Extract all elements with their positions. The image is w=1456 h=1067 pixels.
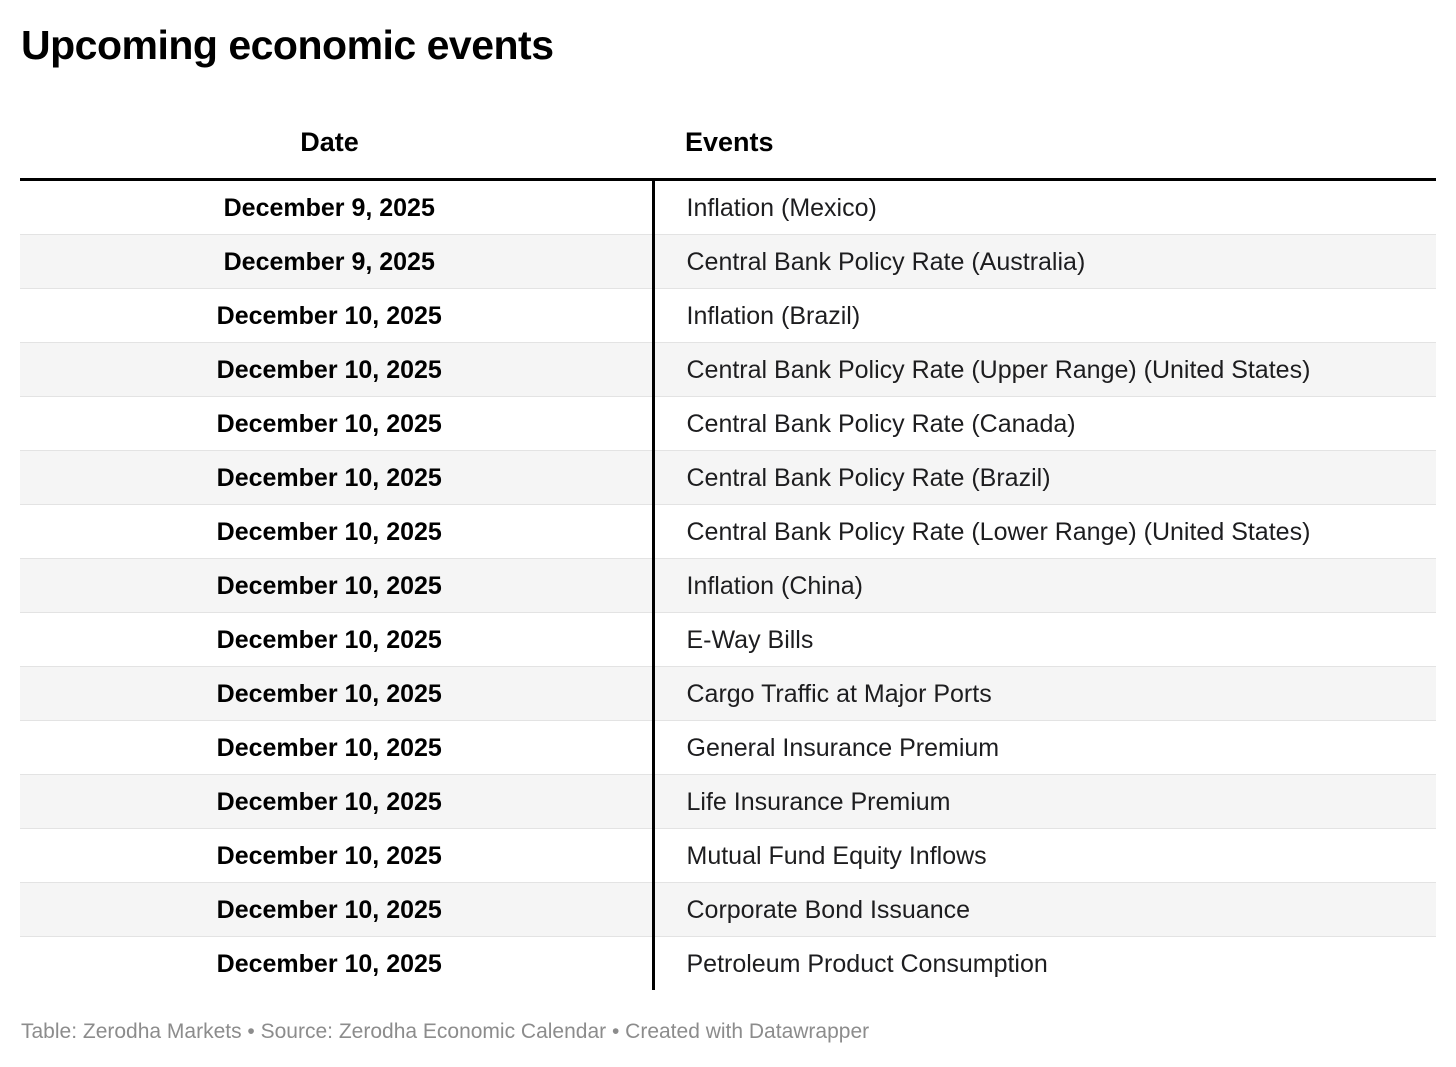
date-cell: December 10, 2025 [216,355,442,384]
event-cell: Central Bank Policy Rate (Upper Range) (… [651,342,1436,397]
table-row: December 10, 2025 General Insurance Premi… [20,720,1436,775]
table-row: December 10, 2025 Central Bank Policy Rat… [20,342,1436,397]
date-cell: December 10, 2025 [216,463,442,492]
date-cell: December 10, 2025 [216,517,442,546]
date-cell: December 10, 2025 [216,733,442,762]
table-row: December 10, 2025 E-Way Bills [20,612,1436,667]
event-cell: Mutual Fund Equity Inflows [651,828,1436,883]
event-cell: Petroleum Product Consumption [651,936,1436,990]
table-row: December 10, 2025 Central Bank Policy Rat… [20,396,1436,451]
event-cell: Inflation (China) [651,558,1436,613]
event-cell: Central Bank Policy Rate (Lower Range) (… [651,504,1436,559]
table-row: December 9, 2025 Central Bank Policy Rate… [20,234,1436,289]
table-row: December 10, 2025 Corporate Bond Issuance [20,882,1436,937]
date-cell: December 10, 2025 [216,787,442,816]
table-row: December 10, 2025 Mutual Fund Equity Infl… [20,828,1436,883]
table-row: December 10, 2025 Petroleum Product Consu… [20,936,1436,990]
date-cell: December 10, 2025 [216,841,442,870]
event-cell: Cargo Traffic at Major Ports [651,666,1436,721]
date-cell: December 9, 2025 [223,193,435,222]
date-cell: December 10, 2025 [216,409,442,438]
event-cell: E-Way Bills [651,612,1436,667]
date-cell: December 10, 2025 [216,895,442,924]
date-cell: December 10, 2025 [216,949,442,978]
table-header-row: Date Events [20,90,1436,181]
table-row: December 10, 2025 Central Bank Policy Rat… [20,450,1436,505]
event-cell: Inflation (Mexico) [651,179,1436,235]
event-cell: General Insurance Premium [651,720,1436,775]
date-cell: December 10, 2025 [216,679,442,708]
date-cell: December 9, 2025 [223,247,435,276]
page-title: Upcoming economic events [21,22,554,68]
event-cell: Central Bank Policy Rate (Brazil) [651,450,1436,505]
table-row: December 10, 2025 Cargo Traffic at Major … [20,666,1436,721]
economic-events-table: Date Events December 9, 2025 Inflation (M… [20,90,1436,990]
table-row: December 10, 2025 Inflation (Brazil) [20,288,1436,343]
table-row: December 9, 2025 Inflation (Mexico) [20,179,1436,235]
table-row: December 10, 2025 Central Bank Policy Rat… [20,504,1436,559]
event-cell: Central Bank Policy Rate (Australia) [651,234,1436,289]
event-cell: Central Bank Policy Rate (Canada) [651,396,1436,451]
date-cell: December 10, 2025 [216,301,442,330]
event-cell: Life Insurance Premium [651,774,1436,829]
event-cell: Inflation (Brazil) [651,288,1436,343]
table-row: December 10, 2025 Inflation (China) [20,558,1436,613]
column-header-date: Date [20,90,653,181]
table-chart-page: Upcoming economic events Date Events Dec… [20,22,1436,1043]
date-cell: December 10, 2025 [216,625,442,654]
date-cell: December 10, 2025 [216,571,442,600]
event-cell: Corporate Bond Issuance [651,882,1436,937]
table-body: December 9, 2025 Inflation (Mexico) Decemb… [20,179,1436,990]
table-row: December 10, 2025 Life Insurance Premium [20,774,1436,829]
column-header-events: Events [653,90,1436,181]
attribution-footer: Table: Zerodha Markets • Source: Zerodha… [21,1020,870,1043]
